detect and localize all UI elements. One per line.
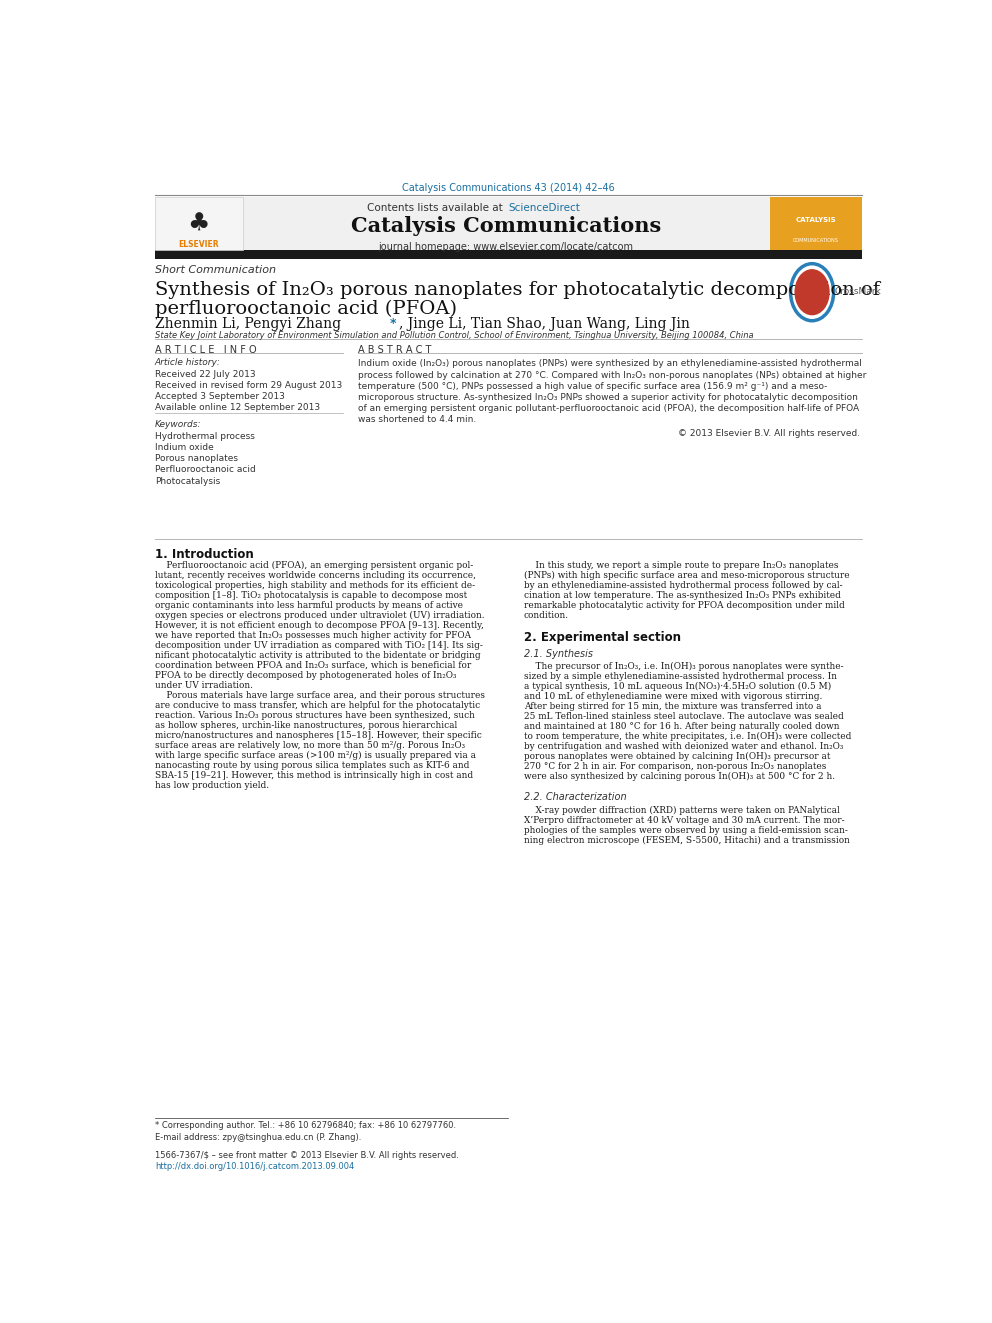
FancyBboxPatch shape <box>770 197 862 250</box>
Text: E-mail address: zpy@tsinghua.edu.cn (P. Zhang).: E-mail address: zpy@tsinghua.edu.cn (P. … <box>155 1132 361 1142</box>
Text: oxygen species or electrons produced under ultraviolet (UV) irradiation.: oxygen species or electrons produced und… <box>155 611 484 620</box>
Text: X’Perpro diffractometer at 40 kV voltage and 30 mA current. The mor-: X’Perpro diffractometer at 40 kV voltage… <box>524 816 844 826</box>
Text: A R T I C L E   I N F O: A R T I C L E I N F O <box>155 345 256 355</box>
Text: Zhenmin Li, Pengyi Zhang: Zhenmin Li, Pengyi Zhang <box>155 316 345 331</box>
Text: 25 mL Teflon-lined stainless steel autoclave. The autoclave was sealed: 25 mL Teflon-lined stainless steel autoc… <box>524 712 843 721</box>
Text: Received 22 July 2013: Received 22 July 2013 <box>155 369 255 378</box>
Text: © 2013 Elsevier B.V. All rights reserved.: © 2013 Elsevier B.V. All rights reserved… <box>679 429 860 438</box>
Text: temperature (500 °C), PNPs possessed a high value of specific surface area (156.: temperature (500 °C), PNPs possessed a h… <box>358 382 828 390</box>
Text: Indium oxide: Indium oxide <box>155 443 213 452</box>
Text: nificant photocatalytic activity is attributed to the bidentate or bridging: nificant photocatalytic activity is attr… <box>155 651 480 660</box>
Text: Catalysis Communications 43 (2014) 42–46: Catalysis Communications 43 (2014) 42–46 <box>402 183 615 193</box>
Text: CATALYSIS: CATALYSIS <box>796 217 836 222</box>
Text: CrossMark: CrossMark <box>834 287 881 296</box>
Text: porous nanoplates were obtained by calcining In(OH)₃ precursor at: porous nanoplates were obtained by calci… <box>524 751 830 761</box>
Text: COMMUNICATIONS: COMMUNICATIONS <box>793 238 839 242</box>
Text: Porous nanoplates: Porous nanoplates <box>155 454 238 463</box>
Text: ELSEVIER: ELSEVIER <box>179 239 219 249</box>
Bar <box>155 250 862 258</box>
Text: microporous structure. As-synthesized In₂O₃ PNPs showed a superior activity for : microporous structure. As-synthesized In… <box>358 393 858 402</box>
Text: Hydrothermal process: Hydrothermal process <box>155 431 255 441</box>
Text: nanocasting route by using porous silica templates such as KIT-6 and: nanocasting route by using porous silica… <box>155 761 469 770</box>
Text: The precursor of In₂O₃, i.e. In(OH)₃ porous nanoplates were synthe-: The precursor of In₂O₃, i.e. In(OH)₃ por… <box>524 662 843 671</box>
Text: perfluorooctanoic acid (PFOA): perfluorooctanoic acid (PFOA) <box>155 299 456 318</box>
Text: has low production yield.: has low production yield. <box>155 781 269 790</box>
Circle shape <box>796 270 829 315</box>
Text: Keywords:: Keywords: <box>155 419 201 429</box>
Text: a typical synthesis, 10 mL aqueous In(NO₃)·4.5H₂O solution (0.5 M): a typical synthesis, 10 mL aqueous In(NO… <box>524 681 831 691</box>
Text: lutant, recently receives worldwide concerns including its occurrence,: lutant, recently receives worldwide conc… <box>155 572 476 579</box>
Text: Synthesis of In₂O₃ porous nanoplates for photocatalytic decomposition of: Synthesis of In₂O₃ porous nanoplates for… <box>155 280 880 299</box>
Text: by centrifugation and washed with deionized water and ethanol. In₂O₃: by centrifugation and washed with deioni… <box>524 742 843 750</box>
Text: as hollow spheres, urchin-like nanostructures, porous hierarchical: as hollow spheres, urchin-like nanostruc… <box>155 721 457 730</box>
Text: phologies of the samples were observed by using a field-emission scan-: phologies of the samples were observed b… <box>524 826 847 835</box>
Text: under UV irradiation.: under UV irradiation. <box>155 681 253 691</box>
Text: Article history:: Article history: <box>155 359 220 368</box>
Text: were also synthesized by calcining porous In(OH)₃ at 500 °C for 2 h.: were also synthesized by calcining porou… <box>524 771 835 781</box>
Text: Perfluorooctanoic acid: Perfluorooctanoic acid <box>155 466 256 475</box>
Text: reaction. Various In₂O₃ porous structures have been synthesized, such: reaction. Various In₂O₃ porous structure… <box>155 710 474 720</box>
Text: 270 °C for 2 h in air. For comparison, non-porous In₂O₃ nanoplates: 270 °C for 2 h in air. For comparison, n… <box>524 762 826 770</box>
Text: State Key Joint Laboratory of Environment Simulation and Pollution Control, Scho: State Key Joint Laboratory of Environmen… <box>155 331 753 340</box>
Text: Short Communication: Short Communication <box>155 265 276 275</box>
Text: X-ray powder diffraction (XRD) patterns were taken on PANalytical: X-ray powder diffraction (XRD) patterns … <box>524 806 839 815</box>
Text: process followed by calcination at 270 °C. Compared with In₂O₃ non-porous nanopl: process followed by calcination at 270 °… <box>358 370 867 380</box>
Text: 2. Experimental section: 2. Experimental section <box>524 631 681 644</box>
Text: After being stirred for 15 min, the mixture was transferred into a: After being stirred for 15 min, the mixt… <box>524 701 821 710</box>
Text: ScienceDirect: ScienceDirect <box>509 202 580 213</box>
Text: ♣: ♣ <box>187 212 209 235</box>
Text: composition [1–8]. TiO₂ photocatalysis is capable to decompose most: composition [1–8]. TiO₂ photocatalysis i… <box>155 591 467 601</box>
Text: cination at low temperature. The as-synthesized In₂O₃ PNPs exhibited: cination at low temperature. The as-synt… <box>524 591 840 601</box>
Text: http://dx.doi.org/10.1016/j.catcom.2013.09.004: http://dx.doi.org/10.1016/j.catcom.2013.… <box>155 1162 354 1171</box>
Text: Photocatalysis: Photocatalysis <box>155 476 220 486</box>
Text: decomposition under UV irradiation as compared with TiO₂ [14]. Its sig-: decomposition under UV irradiation as co… <box>155 642 483 650</box>
Text: Available online 12 September 2013: Available online 12 September 2013 <box>155 404 319 413</box>
FancyBboxPatch shape <box>243 197 770 250</box>
Text: 1. Introduction: 1. Introduction <box>155 548 254 561</box>
Text: Received in revised form 29 August 2013: Received in revised form 29 August 2013 <box>155 381 342 390</box>
Text: remarkable photocatalytic activity for PFOA decomposition under mild: remarkable photocatalytic activity for P… <box>524 601 844 610</box>
Text: Indium oxide (In₂O₃) porous nanoplates (PNPs) were synthesized by an ethylenedia: Indium oxide (In₂O₃) porous nanoplates (… <box>358 360 862 368</box>
Text: A B S T R A C T: A B S T R A C T <box>358 345 432 355</box>
Text: to room temperature, the white precipitates, i.e. In(OH)₃ were collected: to room temperature, the white precipita… <box>524 732 851 741</box>
Text: SBA-15 [19–21]. However, this method is intrinsically high in cost and: SBA-15 [19–21]. However, this method is … <box>155 771 473 779</box>
Text: (PNPs) with high specific surface area and meso-microporous structure: (PNPs) with high specific surface area a… <box>524 572 849 581</box>
Text: journal homepage: www.elsevier.com/locate/catcom: journal homepage: www.elsevier.com/locat… <box>379 242 634 253</box>
Text: Accepted 3 September 2013: Accepted 3 September 2013 <box>155 392 285 401</box>
Text: * Corresponding author. Tel.: +86 10 62796840; fax: +86 10 62797760.: * Corresponding author. Tel.: +86 10 627… <box>155 1122 456 1130</box>
Text: are conducive to mass transfer, which are helpful for the photocatalytic: are conducive to mass transfer, which ar… <box>155 701 480 710</box>
Text: organic contaminants into less harmful products by means of active: organic contaminants into less harmful p… <box>155 601 462 610</box>
Text: condition.: condition. <box>524 611 568 620</box>
Text: with large specific surface areas (>100 m²/g) is usually prepared via a: with large specific surface areas (>100 … <box>155 751 476 759</box>
FancyBboxPatch shape <box>155 197 243 250</box>
Text: and 10 mL of ethylenediamine were mixed with vigorous stirring.: and 10 mL of ethylenediamine were mixed … <box>524 692 822 701</box>
Text: *: * <box>390 316 397 329</box>
Text: sized by a simple ethylenediamine-assisted hydrothermal process. In: sized by a simple ethylenediamine-assist… <box>524 672 837 681</box>
Text: PFOA to be directly decomposed by photogenerated holes of In₂O₃: PFOA to be directly decomposed by photog… <box>155 671 456 680</box>
Text: , Jinge Li, Tian Shao, Juan Wang, Ling Jin: , Jinge Li, Tian Shao, Juan Wang, Ling J… <box>399 316 690 331</box>
Text: by an ethylenediamine-assisted hydrothermal process followed by cal-: by an ethylenediamine-assisted hydrother… <box>524 581 842 590</box>
Text: Catalysis Communications: Catalysis Communications <box>351 216 662 235</box>
Text: coordination between PFOA and In₂O₃ surface, which is beneficial for: coordination between PFOA and In₂O₃ surf… <box>155 662 471 669</box>
Text: In this study, we report a simple route to prepare In₂O₃ nanoplates: In this study, we report a simple route … <box>524 561 838 570</box>
Text: Perfluorooctanoic acid (PFOA), an emerging persistent organic pol-: Perfluorooctanoic acid (PFOA), an emergi… <box>155 561 473 570</box>
Text: was shortened to 4.4 min.: was shortened to 4.4 min. <box>358 415 477 425</box>
Text: 2.1. Synthesis: 2.1. Synthesis <box>524 648 593 659</box>
Text: we have reported that In₂O₃ possesses much higher activity for PFOA: we have reported that In₂O₃ possesses mu… <box>155 631 471 640</box>
Text: and maintained at 180 °C for 16 h. After being naturally cooled down: and maintained at 180 °C for 16 h. After… <box>524 722 839 730</box>
Text: surface areas are relatively low, no more than 50 m²/g. Porous In₂O₃: surface areas are relatively low, no mor… <box>155 741 465 750</box>
Text: However, it is not efficient enough to decompose PFOA [9–13]. Recently,: However, it is not efficient enough to d… <box>155 620 484 630</box>
Text: toxicological properties, high stability and methods for its efficient de-: toxicological properties, high stability… <box>155 581 475 590</box>
Text: Porous materials have large surface area, and their porous structures: Porous materials have large surface area… <box>155 691 485 700</box>
Text: 1566-7367/$ – see front matter © 2013 Elsevier B.V. All rights reserved.: 1566-7367/$ – see front matter © 2013 El… <box>155 1151 458 1160</box>
Text: 2.2. Characterization: 2.2. Characterization <box>524 791 626 802</box>
Text: of an emerging persistent organic pollutant-perfluorooctanoic acid (PFOA), the d: of an emerging persistent organic pollut… <box>358 405 860 413</box>
Text: micro/nanostructures and nanospheres [15–18]. However, their specific: micro/nanostructures and nanospheres [15… <box>155 730 481 740</box>
Text: Contents lists available at: Contents lists available at <box>367 202 506 213</box>
Text: ning electron microscope (FESEM, S-5500, Hitachi) and a transmission: ning electron microscope (FESEM, S-5500,… <box>524 836 850 845</box>
